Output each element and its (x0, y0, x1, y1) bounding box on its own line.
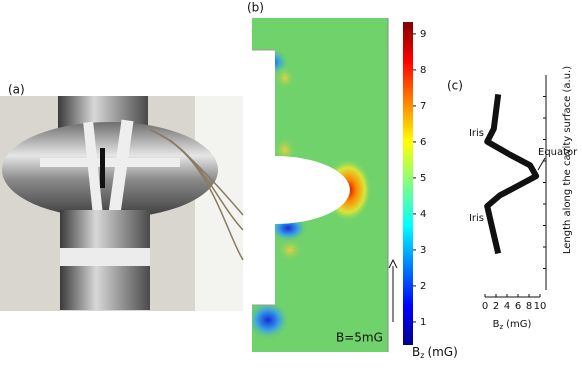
colorbar-label-sub: z (420, 351, 424, 360)
x-axis-label-sub: z (499, 323, 503, 331)
y-axis-label: Length along the cavity surface (a.u.) (562, 66, 573, 254)
photo (0, 96, 244, 311)
x-tick-label: 4 (504, 301, 510, 312)
colorbar-tick-label: 9 (420, 29, 426, 40)
annotation: Iris (469, 213, 484, 224)
x-tick-label: 2 (493, 301, 499, 312)
colorbar-label-unit: (mG) (427, 345, 457, 359)
colorbar-tick-label: 8 (420, 65, 426, 76)
colorbar-tick-label: 2 (420, 281, 426, 292)
annotation-arrow (537, 157, 546, 171)
colorbar-tick-label: 4 (420, 209, 426, 220)
x-axis-label: Bz (mG) (493, 319, 532, 331)
colorbar-tick-label: 3 (420, 245, 426, 256)
colorbar-tick-label: 5 (420, 173, 426, 184)
x-axis-label-unit: (mG) (506, 319, 531, 330)
data-line (484, 93, 540, 255)
field-annotation: B=5mG (336, 331, 383, 345)
colorbar-tick-label: 6 (420, 137, 426, 148)
annotation: Equator (538, 147, 578, 158)
colorbar-tick-label: 7 (420, 101, 426, 112)
arrow-head (388, 258, 398, 269)
x-tick-label: 6 (515, 301, 521, 312)
colorbar (403, 22, 413, 345)
field-map (252, 18, 388, 352)
x-tick-label: 0 (482, 301, 488, 312)
x-tick-label: 10 (534, 301, 547, 312)
panel-label: (c) (447, 79, 463, 93)
x-axis-label-main: B (493, 319, 500, 330)
panel-label: (b) (247, 1, 264, 15)
colorbar-tick-label: 1 (420, 317, 426, 328)
colorbar-label: Bz (mG) (412, 345, 458, 360)
x-tick-label: 8 (526, 301, 532, 312)
annotation: Iris (469, 128, 484, 139)
colorbar-label-main: B (412, 345, 420, 359)
panel-label: (a) (8, 83, 25, 97)
